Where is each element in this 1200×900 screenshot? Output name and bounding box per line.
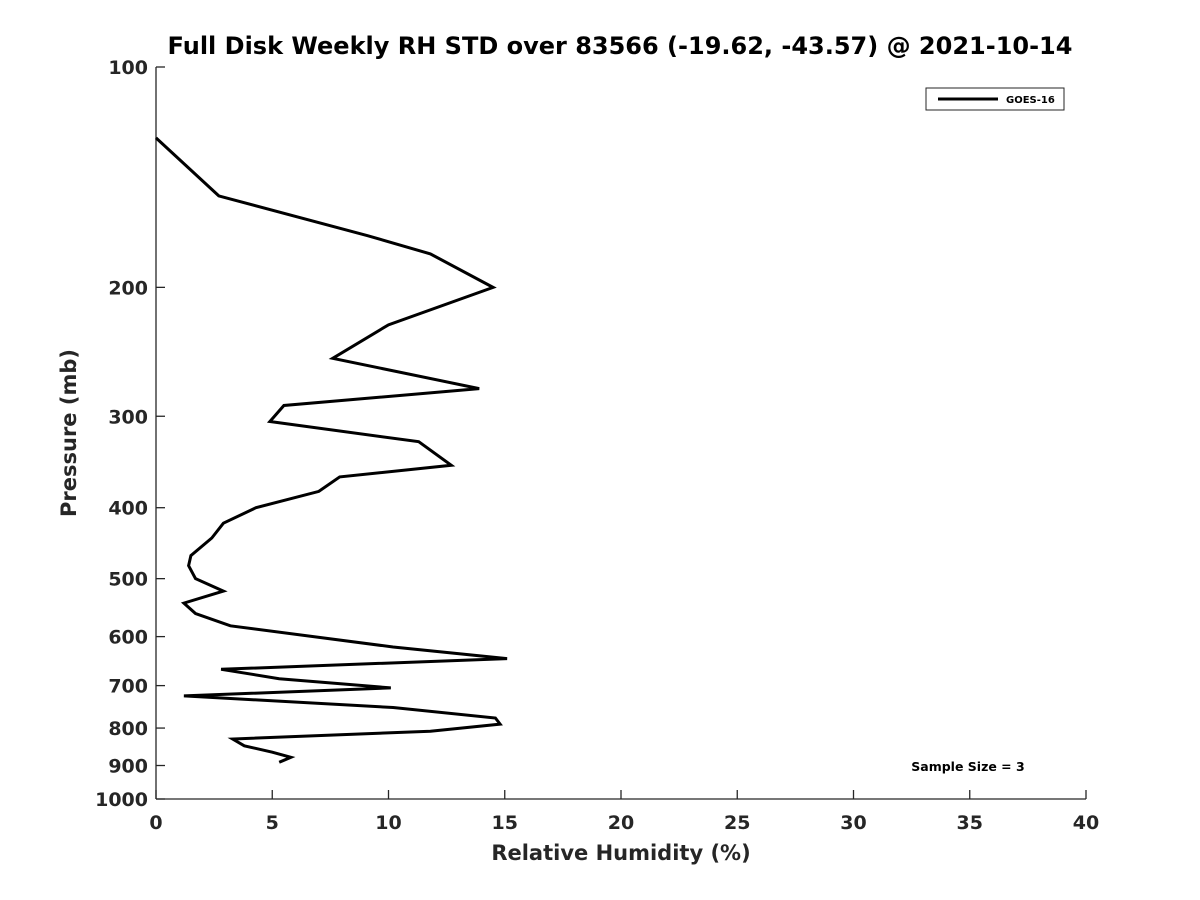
x-axis-label: Relative Humidity (%) <box>491 841 750 865</box>
y-tick-label: 300 <box>108 406 148 428</box>
x-tick-label: 0 <box>149 812 162 834</box>
x-tick-label: 5 <box>266 812 279 834</box>
x-tick-label: 40 <box>1073 812 1099 834</box>
sample-size-annotation: Sample Size = 3 <box>911 759 1024 774</box>
y-tick-label: 400 <box>108 498 148 520</box>
y-tick-label: 600 <box>108 627 148 649</box>
x-tick-label: 20 <box>608 812 634 834</box>
x-tick-label: 15 <box>492 812 518 834</box>
y-ticks: 100 200 300 400 500 600 700 800 900 1000 <box>95 57 165 811</box>
y-tick-label: 200 <box>108 277 148 299</box>
y-axis-label: Pressure (mb) <box>57 349 81 517</box>
y-tick-label: 800 <box>108 718 148 740</box>
x-tick-label: 25 <box>724 812 750 834</box>
y-tick-label: 900 <box>108 756 148 778</box>
chart-title: Full Disk Weekly RH STD over 83566 (-19.… <box>168 32 1073 60</box>
plot-area: 0 5 10 15 20 25 30 35 40 100 200 300 400 500 600 700 80… <box>95 57 1099 834</box>
legend: GOES-16 <box>925 87 1065 111</box>
series-line-goes-16 <box>154 136 508 764</box>
y-tick-label: 500 <box>108 569 148 591</box>
legend-label: GOES-16 <box>1006 95 1055 106</box>
y-tick-label: 1000 <box>95 789 148 811</box>
y-tick-label: 700 <box>108 676 148 698</box>
y-tick-label: 100 <box>108 57 148 79</box>
x-tick-label: 30 <box>840 812 866 834</box>
x-ticks: 0 5 10 15 20 25 30 35 40 <box>149 790 1099 834</box>
series-layer <box>154 136 508 764</box>
x-tick-label: 10 <box>375 812 401 834</box>
x-tick-label: 35 <box>957 812 983 834</box>
